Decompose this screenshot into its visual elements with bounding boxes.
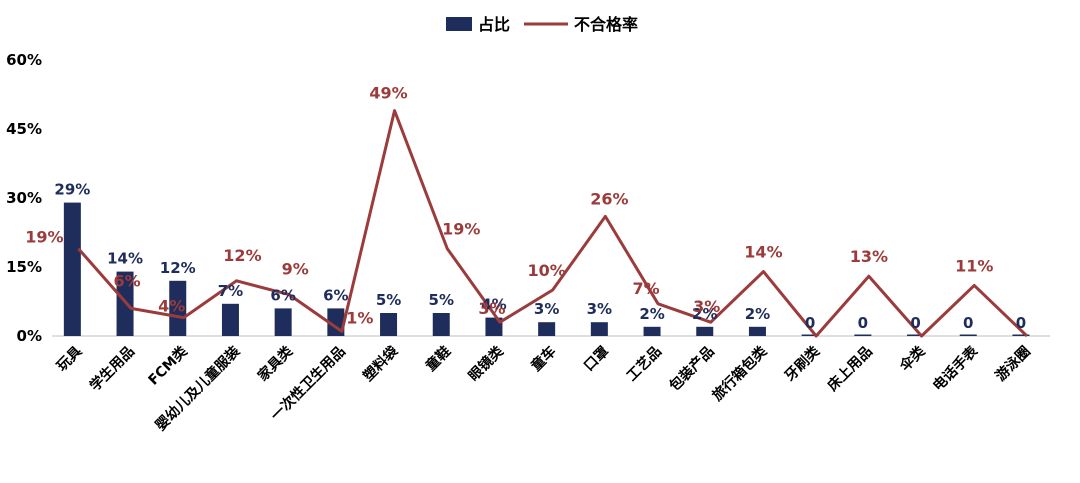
- y-tick-label: 45%: [6, 120, 42, 138]
- bar-label-9: 3%: [534, 300, 559, 318]
- bar-label-3: 7%: [218, 282, 243, 300]
- line-label-13: 14%: [744, 243, 782, 262]
- y-tick-label: 0%: [17, 327, 42, 345]
- line-label-17: 11%: [955, 256, 993, 275]
- line-label-1: 6%: [113, 271, 140, 290]
- y-tick-label: 30%: [6, 189, 42, 207]
- line-label-6: 49%: [369, 84, 407, 103]
- bar-label-12: 2%: [692, 305, 717, 323]
- line-labels: 19% 6% 4% 12% 9% 1% 49% 19% 3% 10% 26% 7% 3% 14% 13% 11…: [25, 84, 993, 328]
- bar-3: [221, 303, 239, 336]
- line-label-11: 7%: [632, 279, 659, 298]
- category-label-16: 伞类: [896, 342, 929, 375]
- bar-label-1: 14%: [107, 250, 143, 268]
- line-label-2: 4%: [158, 297, 185, 316]
- line-label-7: 19%: [442, 220, 480, 239]
- legend-bar-swatch: [446, 17, 472, 31]
- bar-label-0: 29%: [54, 181, 90, 199]
- bar-label-6: 5%: [376, 291, 401, 309]
- line-label-0: 19%: [25, 228, 63, 247]
- bar-label-5: 6%: [323, 286, 348, 304]
- line-path: [77, 109, 1028, 338]
- category-label-9: 童车: [528, 343, 560, 375]
- line-label-9: 10%: [528, 261, 566, 280]
- category-label-12: 包装产品: [666, 343, 718, 395]
- bar-label-4: 6%: [270, 286, 295, 304]
- bar-17: [959, 334, 977, 336]
- y-tick-label: 15%: [6, 258, 42, 276]
- bar-label-11: 2%: [639, 305, 664, 323]
- bar-6: [380, 313, 398, 336]
- bar-label-18: 0: [1016, 314, 1026, 332]
- legend-bar-label: 占比: [478, 15, 510, 34]
- bar-label-13: 2%: [745, 305, 770, 323]
- category-label-7: 童鞋: [422, 343, 454, 375]
- y-tick-label: 60%: [6, 51, 42, 69]
- category-label-13: 旅行箱包类: [709, 342, 771, 404]
- bar-label-2: 12%: [160, 259, 196, 277]
- line-label-8: 3%: [478, 299, 505, 318]
- bar-12: [696, 326, 714, 336]
- bar-13: [748, 326, 766, 336]
- bar-label-7: 5%: [429, 291, 454, 309]
- line-label-4: 9%: [282, 260, 309, 279]
- bar-label-16: 0: [910, 314, 920, 332]
- bar-label-15: 0: [858, 314, 868, 332]
- legend: 占比 不合格率: [446, 15, 638, 34]
- category-label-1: 学生用品: [86, 343, 138, 395]
- bar-16: [907, 334, 925, 336]
- category-label-0: 玩具: [54, 344, 85, 375]
- line-label-3: 12%: [223, 246, 261, 265]
- axes: 0% 15% 30% 45% 60%: [6, 51, 1050, 345]
- bar-9: [538, 322, 556, 336]
- bar-18: [1012, 334, 1030, 336]
- bar-10: [590, 322, 608, 336]
- line-label-5: 1%: [346, 308, 373, 327]
- bar-label-17: 0: [963, 314, 973, 332]
- bar-labels: 29%14%12%7% 6% 6% 5% 5% 4% 3% 3% 2% 2% 2%0 0 0 0 0: [54, 181, 1026, 332]
- bar-label-10: 3%: [587, 300, 612, 318]
- category-label-15: 床上用品: [824, 343, 876, 395]
- bar-4: [274, 308, 292, 336]
- category-label-11: 工艺品: [623, 343, 665, 385]
- bar-label-14: 0: [805, 314, 815, 332]
- category-label-8: 眼镜类: [465, 342, 507, 384]
- category-label-6: 塑料袋: [360, 342, 402, 384]
- bar-label-8: 4%: [481, 296, 506, 314]
- bar-11: [643, 326, 661, 336]
- line-series: [77, 109, 1028, 338]
- category-label-2: FCM类: [145, 342, 192, 389]
- category-label-18: 游泳圈: [992, 343, 1034, 385]
- line-label-15: 13%: [850, 247, 888, 266]
- bar-15: [854, 334, 872, 336]
- bar-14: [801, 334, 819, 336]
- bar-2: [169, 280, 187, 336]
- bar-0: [63, 202, 81, 336]
- category-label-14: 牙刷类: [781, 342, 823, 384]
- category-label-4: 家具类: [254, 342, 296, 384]
- category-label-17: 电话手表: [929, 342, 981, 394]
- line-label-10: 26%: [590, 189, 628, 208]
- category-label-10: 口罩: [581, 344, 612, 375]
- bar-7: [432, 313, 450, 336]
- legend-line-label: 不合格率: [574, 15, 638, 34]
- line-label-12: 3%: [693, 297, 720, 316]
